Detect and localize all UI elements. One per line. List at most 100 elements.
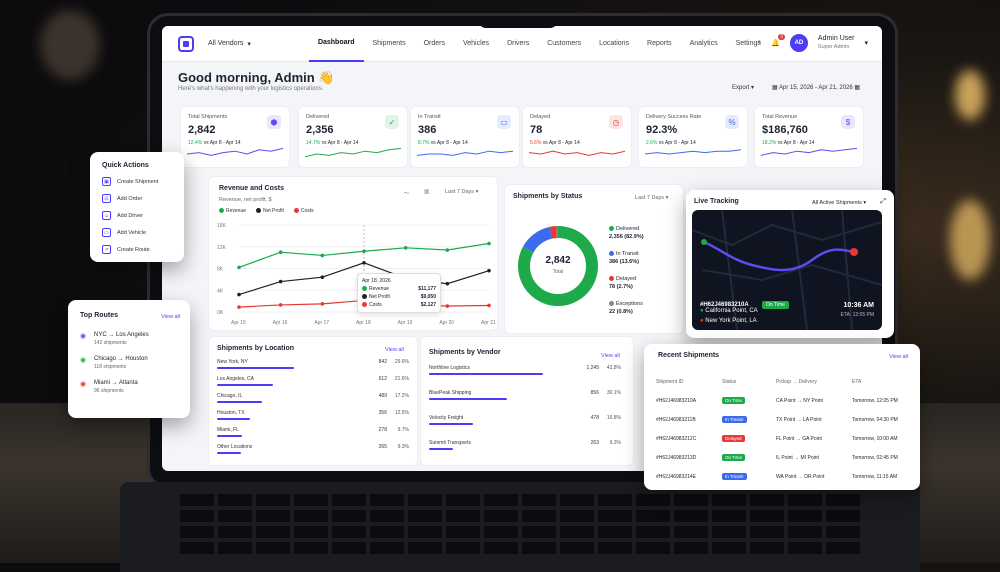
data-point[interactable] xyxy=(237,292,241,297)
quick-action-add-order[interactable]: ⊡ Add Order xyxy=(102,194,184,203)
export-button[interactable]: Export ▾ xyxy=(732,85,755,91)
quick-action-add-driver[interactable]: ☺ Add Driver xyxy=(102,211,184,220)
data-point[interactable] xyxy=(487,268,491,273)
kpi-card[interactable]: In Transit 386 8.7% vs Apr 8 - Apr 14 ▭ xyxy=(410,106,520,168)
pin-icon: ● xyxy=(700,318,704,324)
data-point[interactable] xyxy=(403,246,408,250)
bar-row[interactable]: Los Angeles, CA 612 21.6% xyxy=(217,376,409,386)
route-item[interactable]: ◉ Miami → Atlanta 96 shipments xyxy=(80,380,149,394)
view-all-link[interactable]: View all xyxy=(385,347,404,353)
quick-action-add-vehicle[interactable]: ▭ Add Vehicle xyxy=(102,228,184,237)
range-select[interactable]: Last 7 Days ▾ xyxy=(445,189,479,195)
top-nav: All Vendors ▾ Dashboard Shipments Orders Veh… xyxy=(162,26,882,62)
bar-row[interactable]: Northline Logistics 1,245 43.8% xyxy=(429,365,621,375)
data-point[interactable] xyxy=(362,260,366,265)
nav-tab-drivers[interactable]: Drivers xyxy=(507,40,530,47)
bar-row[interactable]: Miami, FL 278 9.7% xyxy=(217,427,409,437)
data-point[interactable] xyxy=(320,302,325,306)
chevron-down-icon[interactable]: ▾ xyxy=(864,40,868,47)
table-row[interactable]: #H62J46983210A On Time CA Point → NY Point… xyxy=(656,391,912,410)
route-item[interactable]: ◉ Chicago → Houston 118 shipments xyxy=(80,356,149,370)
live-tracking-card: Live Tracking All Active Shipments ▾ ⤢ #… xyxy=(686,190,894,338)
nav-tab-vehicles[interactable]: Vehicles xyxy=(462,40,490,47)
kpi-label: Total Revenue xyxy=(762,114,798,120)
quick-actions-card: Quick Actions ▣ Create Shipment ⊡ Add Order… xyxy=(90,152,184,262)
bar-row[interactable]: Chicago, IL 489 17.2% xyxy=(217,393,409,403)
status-label: Exceptions xyxy=(616,301,643,307)
location-panel: Shipments by Location View all New York,… xyxy=(208,336,418,466)
line-chart-icon[interactable]: 〜 xyxy=(404,191,410,197)
date-range-picker[interactable]: ▦ Apr 15, 2026 - Apr 21, 2026 ▦ xyxy=(772,85,861,91)
kpi-card[interactable]: Delivery Success Rate 92.3% 2.6% vs Apr 8 … xyxy=(638,106,748,168)
bar-row[interactable]: New York, NY 842 29.6% xyxy=(217,359,409,369)
data-point[interactable] xyxy=(487,241,491,246)
view-all-link[interactable]: View all xyxy=(889,354,908,360)
view-all-link[interactable]: View all xyxy=(161,314,180,320)
bar-row[interactable]: Summit Transports 263 9.3% xyxy=(429,440,621,450)
data-point[interactable] xyxy=(278,303,283,307)
shipment-id: #H62J46983210A xyxy=(700,302,749,308)
quick-action-create-route[interactable]: ↗ Create Route xyxy=(102,245,184,254)
tooltip-row: Net Profit $9,050 xyxy=(362,294,436,300)
range-select[interactable]: Last 7 Days ▾ xyxy=(635,195,669,201)
nav-tab-shipments[interactable]: Shipments xyxy=(372,40,406,47)
bar-row[interactable]: Velocity Freight 478 16.8% xyxy=(429,415,621,425)
bell-icon[interactable]: 🔔 3 xyxy=(771,34,785,47)
data-point[interactable] xyxy=(445,281,450,286)
kpi-label: In Transit xyxy=(418,114,441,120)
expand-icon[interactable]: ⤢ xyxy=(880,198,886,205)
table-row[interactable]: #H62J46983214E In Transit WA Point → OR Po… xyxy=(656,467,912,486)
data-point[interactable] xyxy=(445,304,450,308)
kpi-card[interactable]: Delayed 78 5.6% vs Apr 8 - Apr 14 ◷ xyxy=(522,106,632,168)
data-point[interactable] xyxy=(237,265,241,270)
eta-cell: Tomorrow, 04:30 PM xyxy=(852,416,898,423)
app-logo[interactable] xyxy=(178,35,194,52)
table-row[interactable]: #H62J46983211B In Transit TX Point → LA Po… xyxy=(656,410,912,429)
nav-tab-customers[interactable]: Customers xyxy=(547,40,582,47)
bar-row[interactable]: BluePeak Shipping 856 30.1% xyxy=(429,390,621,400)
nav-tab-reports[interactable]: Reports xyxy=(647,40,672,47)
bar-row[interactable]: Other Locations 265 9.3% xyxy=(217,444,409,454)
data-point[interactable] xyxy=(237,305,241,309)
data-point[interactable] xyxy=(320,253,325,258)
kpi-card[interactable]: Total Shipments 2,842 12.4% vs Apr 8 - Apr… xyxy=(180,106,290,168)
table-row[interactable]: #H62J46983212C Delayed FL Point → GA Point… xyxy=(656,429,912,448)
nav-tab-settings[interactable]: Settings xyxy=(735,40,761,47)
shipment-filter[interactable]: All Active Shipments ▾ xyxy=(812,200,867,206)
nav-tab-locations[interactable]: Locations xyxy=(599,40,630,47)
tooltip-date: Apr 18, 2026 xyxy=(362,278,391,284)
search-icon[interactable]: ⌕ xyxy=(757,39,762,46)
bar-chart-icon[interactable]: ▥ xyxy=(424,189,430,195)
origin-dot-icon: ● xyxy=(700,308,704,314)
donut-slice[interactable] xyxy=(518,226,598,306)
tracking-map[interactable]: #H62J46983210A On Time 10:36 AM ETA: 12:… xyxy=(692,210,882,330)
avatar[interactable]: AD xyxy=(789,34,808,52)
status-badge: On Time xyxy=(722,453,746,461)
row-percent: 43.8% xyxy=(606,365,621,371)
x-tick-label: Apr 19 xyxy=(398,320,413,326)
view-all-link[interactable]: View all xyxy=(601,353,620,359)
data-point[interactable] xyxy=(487,303,491,308)
sparkline xyxy=(645,149,741,155)
status-badge: On Time xyxy=(722,396,746,404)
data-point[interactable] xyxy=(445,248,450,252)
status-legend-item: Delivered 2,356 (82.9%) xyxy=(609,225,644,241)
data-point[interactable] xyxy=(320,275,325,279)
panel-subtitle: Revenue, net profit, $ xyxy=(219,197,272,203)
table-row[interactable]: #H62J46983213D On Time IL Point → MI Point… xyxy=(656,448,912,467)
vendor-select[interactable]: All Vendors ▾ xyxy=(208,40,251,48)
status-cell: In Transit xyxy=(722,472,776,480)
nav-tab-analytics[interactable]: Analytics xyxy=(689,40,718,47)
user-menu[interactable]: Admin User Super Admin xyxy=(817,35,855,50)
nav-tab-dashboard[interactable]: Dashboard xyxy=(308,26,364,62)
nav-tab-orders[interactable]: Orders xyxy=(423,40,445,47)
kpi-card[interactable]: Delivered 2,356 14.7% vs Apr 8 - Apr 14 ✓ xyxy=(298,106,408,168)
data-point[interactable] xyxy=(278,279,283,284)
bar-row[interactable]: Houston, TX 356 12.5% xyxy=(217,410,409,420)
data-point[interactable] xyxy=(362,249,366,254)
kpi-card[interactable]: Total Revenue $186,760 18.2% vs Apr 8 - Ap… xyxy=(754,106,864,168)
route-item[interactable]: ◉ NYC → Los Angeles 142 shipments xyxy=(80,332,149,346)
data-point[interactable] xyxy=(278,250,283,254)
quick-action-create-shipment[interactable]: ▣ Create Shipment xyxy=(102,177,184,186)
bar-fill xyxy=(217,418,250,420)
